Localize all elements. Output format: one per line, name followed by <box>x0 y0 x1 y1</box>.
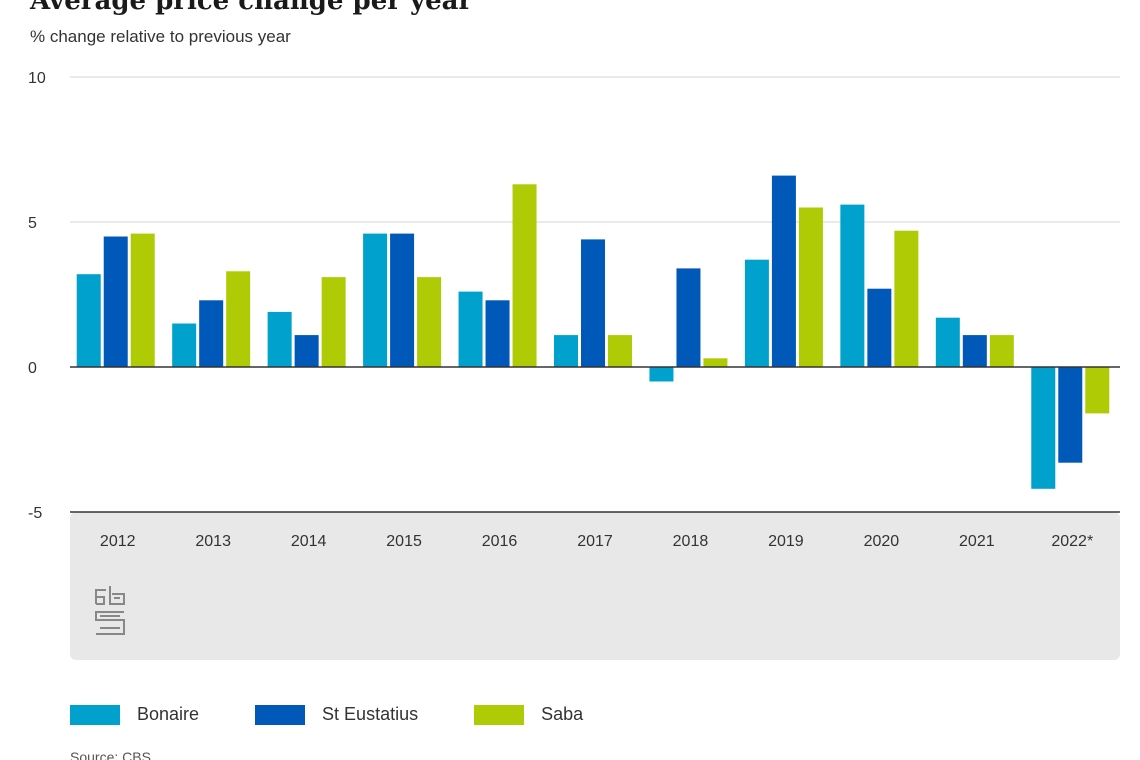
bar-saba-2020 <box>894 230 919 367</box>
category-axis-band <box>70 512 1120 660</box>
x-tick-label: 2014 <box>291 533 327 550</box>
bar-bonaire-2014 <box>267 311 292 367</box>
legend-item-st-eustatius: St Eustatius <box>255 704 418 725</box>
bar-bonaire-2013 <box>172 323 197 367</box>
y-tick-label: 10 <box>28 70 46 87</box>
chart-subtitle: % change relative to previous year <box>30 27 291 46</box>
chart-plot: 10 5 0 -5 2012 2013 2014 2015 2016 2017 2018 2019 20… <box>28 70 1120 660</box>
bar-saba-2019 <box>798 207 823 367</box>
bar-st-eustatius-2021 <box>962 335 987 367</box>
bar-bonaire-2019 <box>744 259 769 367</box>
x-tick-label: 2018 <box>673 533 709 550</box>
bar-st-eustatius-2012 <box>103 236 128 367</box>
bar-saba-2021 <box>989 335 1014 367</box>
bar-saba-2013 <box>226 271 251 367</box>
legend-label-saba: Saba <box>541 704 584 724</box>
bar-saba-2016 <box>512 184 537 367</box>
bar-bonaire-2020 <box>840 204 865 367</box>
legend-swatch-saba <box>474 704 525 725</box>
bar-saba-2018 <box>703 358 728 367</box>
bar-st-eustatius-2014 <box>294 335 319 367</box>
x-tick-label: 2022* <box>1051 533 1093 550</box>
bar-saba-2015 <box>417 277 442 367</box>
bar-st-eustatius-2015 <box>390 233 415 367</box>
bar-bonaire-2018 <box>649 367 674 382</box>
bar-saba-2014 <box>321 277 346 367</box>
bar-st-eustatius-2016 <box>485 300 510 367</box>
legend-item-bonaire: Bonaire <box>70 704 199 725</box>
legend-swatch-bonaire <box>70 704 120 725</box>
bar-st-eustatius-2018 <box>676 268 701 367</box>
bar-bonaire-2016 <box>458 291 483 367</box>
cbs-logo-icon <box>95 586 125 635</box>
source-note: Source: CBS <box>70 749 151 760</box>
bar-bonaire-2021 <box>935 317 960 367</box>
bar-st-eustatius-2017 <box>581 239 605 367</box>
chart-legend: Bonaire St Eustatius Saba <box>70 704 639 725</box>
bar-bonaire-2012 <box>76 274 101 367</box>
x-tick-label: 2012 <box>100 533 136 550</box>
x-tick-label: 2015 <box>386 533 422 550</box>
legend-label-bonaire: Bonaire <box>137 704 200 724</box>
bar-st-eustatius-2022 <box>1058 367 1083 463</box>
bar-saba-2022 <box>1085 367 1110 414</box>
x-tick-label: 2021 <box>959 533 995 550</box>
bar-st-eustatius-2019 <box>771 175 796 367</box>
legend-swatch-st-eustatius <box>255 704 306 725</box>
bar-saba-2012 <box>130 233 155 367</box>
bar-bonaire-2022 <box>1031 367 1056 489</box>
legend-label-st-eustatius: St Eustatius <box>322 704 419 724</box>
x-tick-label: 2013 <box>195 533 231 550</box>
x-tick-label: 2020 <box>864 533 900 550</box>
y-tick-label: -5 <box>28 505 42 522</box>
bar-st-eustatius-2020 <box>867 288 892 367</box>
bar-st-eustatius-2013 <box>199 300 224 367</box>
x-tick-label: 2019 <box>768 533 804 550</box>
legend-item-saba: Saba <box>474 704 583 725</box>
chart-title: Average price change per year <box>30 0 473 16</box>
bar-bonaire-2015 <box>363 233 388 367</box>
y-tick-label: 5 <box>28 215 37 232</box>
x-tick-label: 2016 <box>482 533 518 550</box>
y-tick-label: 0 <box>28 360 37 377</box>
bar-saba-2017 <box>608 335 632 367</box>
bar-bonaire-2017 <box>554 335 578 367</box>
x-tick-label: 2017 <box>577 533 613 550</box>
